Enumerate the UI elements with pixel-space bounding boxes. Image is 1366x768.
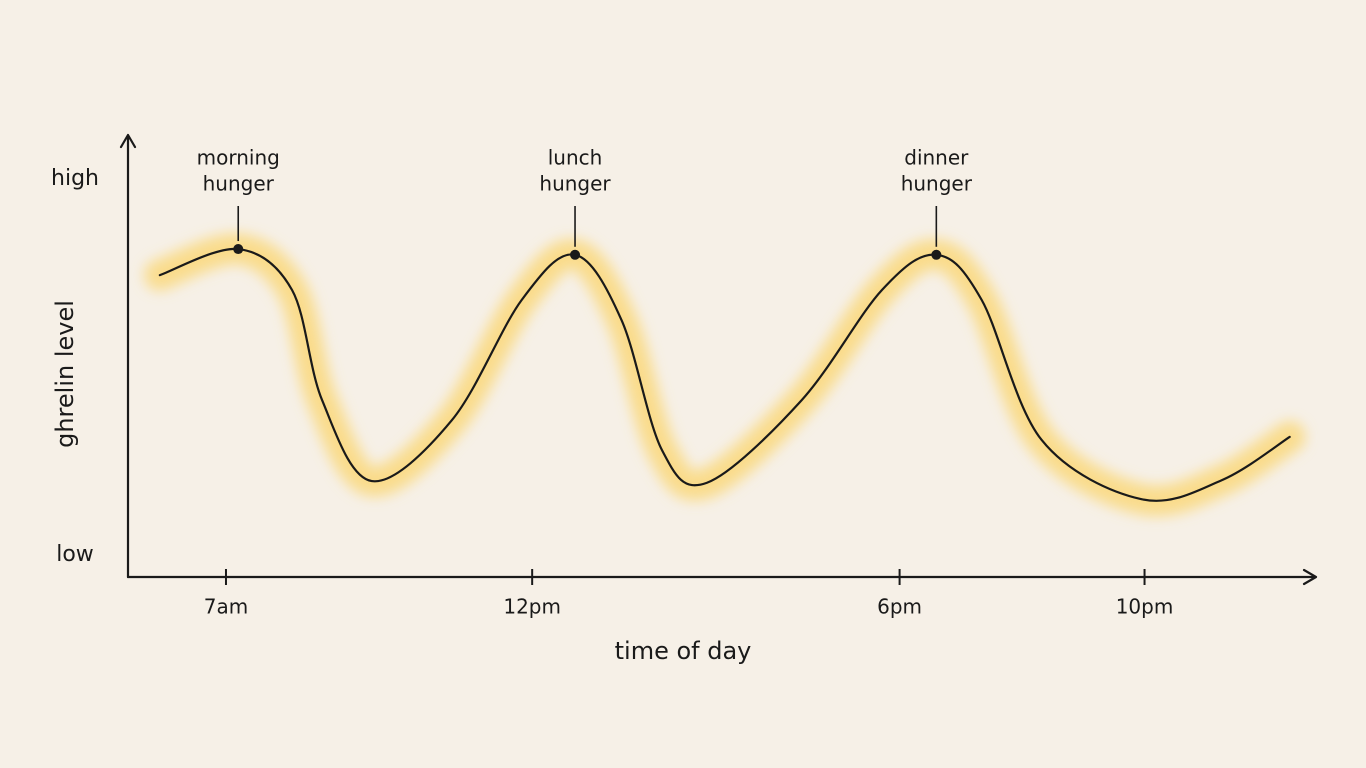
x-axis-label: time of day [615, 637, 752, 665]
peak-dot [233, 244, 244, 255]
x-tick-label: 6pm [877, 595, 922, 619]
annotation-text: dinner [904, 146, 969, 170]
y-axis [119, 133, 137, 579]
annotation-text: morning [197, 146, 280, 170]
y-axis-label: ghrelin level [51, 300, 79, 448]
y-tick-label: high [51, 166, 99, 191]
x-tick-label: 12pm [503, 595, 561, 619]
peak-dot [570, 249, 581, 260]
annotation-text: hunger [539, 172, 611, 196]
line [158, 247, 1291, 502]
annotation-text: lunch [548, 146, 603, 170]
x-axis [126, 568, 1318, 586]
peak-dot [931, 249, 942, 260]
annotation-text: hunger [203, 172, 275, 196]
x-tick-label: 10pm [1116, 595, 1174, 619]
annotation-text: hunger [901, 172, 973, 196]
x-tick-label: 7am [204, 595, 248, 619]
y-tick-label: low [56, 542, 94, 567]
